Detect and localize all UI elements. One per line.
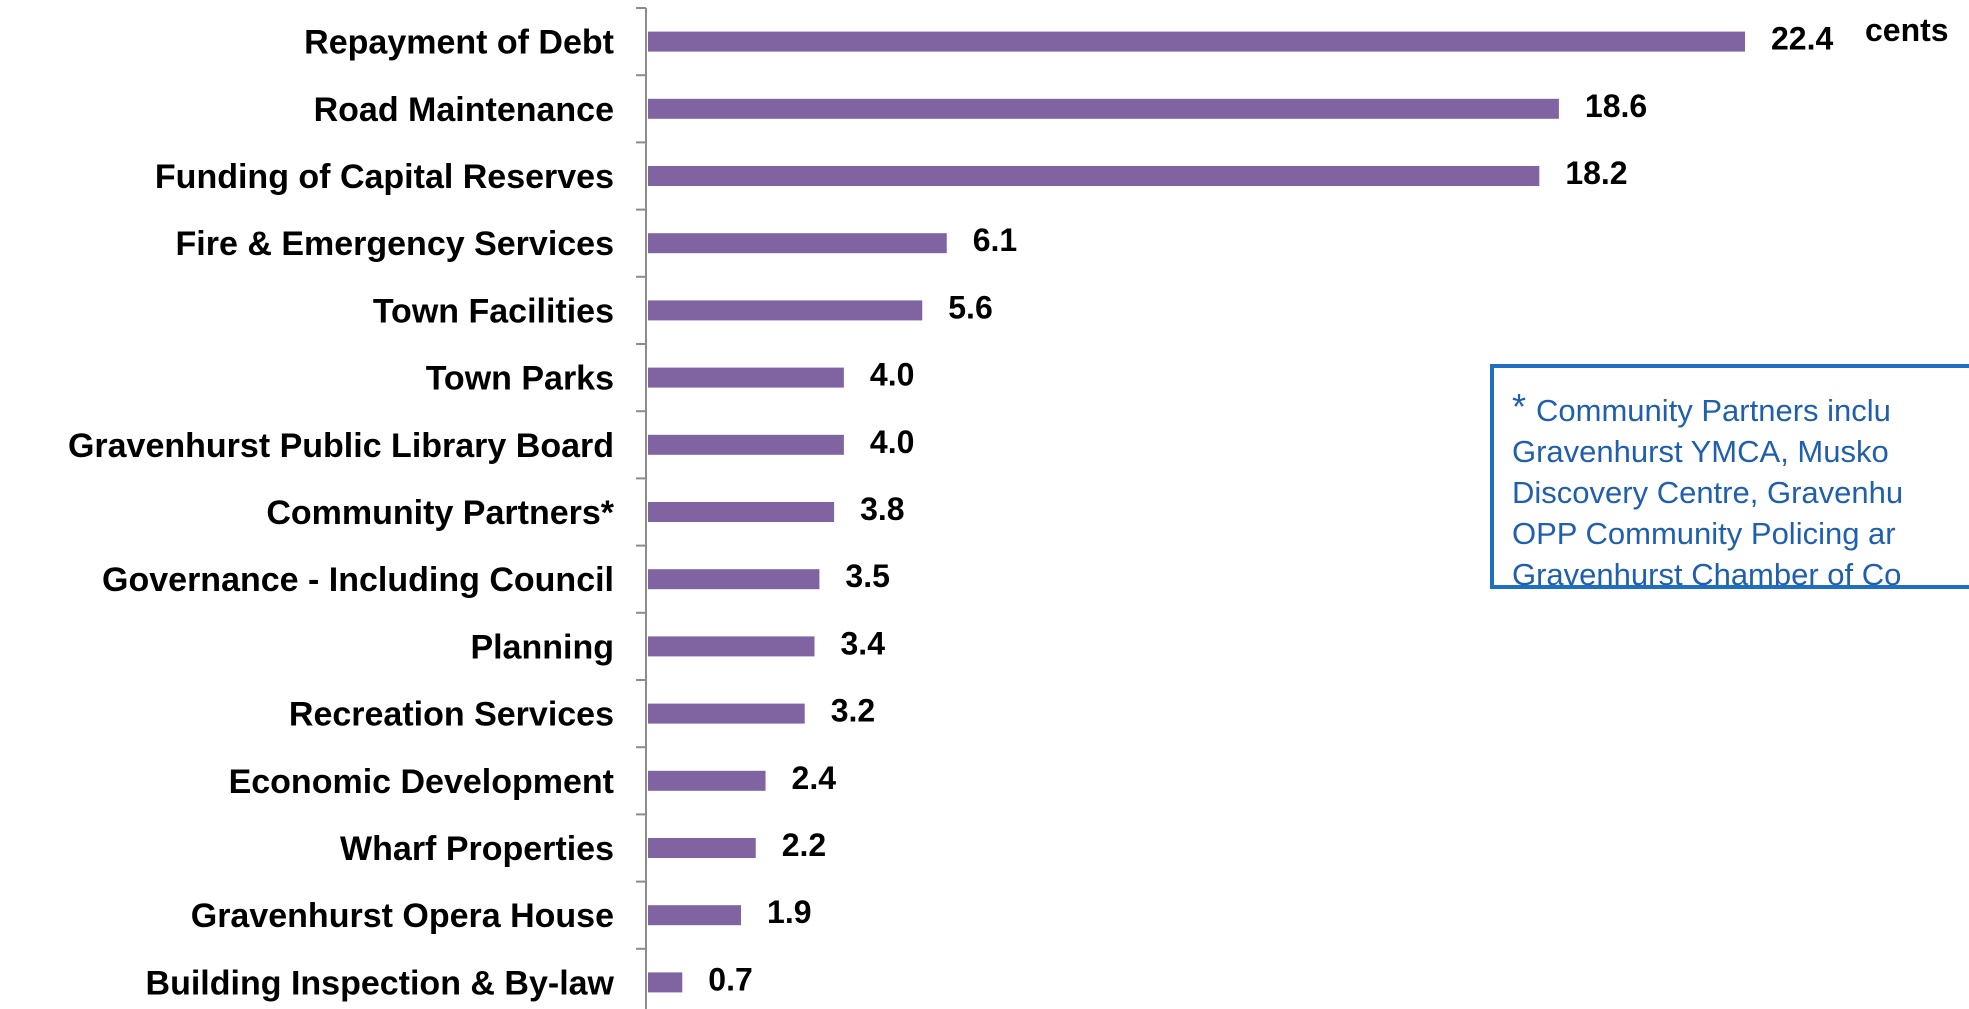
note-line: Gravenhurst YMCA, Musko	[1512, 434, 1889, 469]
category-label: Community Partners*	[266, 494, 614, 532]
value-label: 2.2	[782, 827, 826, 863]
category-label: Building Inspection & By-law	[146, 964, 615, 1002]
value-label: 22.4	[1771, 21, 1833, 57]
note-line: Discovery Centre, Gravenhu	[1512, 475, 1904, 510]
value-label: 6.1	[973, 222, 1017, 258]
value-label: 2.4	[792, 760, 837, 796]
value-label: 4.0	[870, 357, 914, 393]
bar	[648, 300, 923, 321]
value-label: 18.6	[1585, 88, 1647, 124]
value-label: 5.6	[948, 289, 992, 325]
bar	[648, 98, 1559, 119]
bars-group	[648, 31, 1745, 993]
bar	[648, 31, 1745, 52]
bar	[648, 905, 742, 926]
note-text: Community Partners inclu	[1536, 393, 1891, 428]
unit-label: cents	[1865, 12, 1949, 48]
note-asterisk: *	[1512, 386, 1527, 427]
category-label: Governance - Including Council	[102, 561, 614, 599]
value-label: 18.2	[1565, 155, 1627, 191]
category-label: Economic Development	[229, 763, 614, 801]
value-label: 0.7	[708, 961, 752, 997]
note-line: Gravenhurst Chamber of Co	[1512, 557, 1902, 589]
bar	[648, 569, 820, 590]
bar	[648, 367, 844, 388]
bar	[648, 502, 835, 522]
value-labels: 22.4 18.6 18.2 6.1 5.6 4.0 4.0 3.8 3.5 3.4 3.2 2.4 2…	[708, 21, 1833, 998]
value-label: 3.5	[845, 558, 889, 594]
category-label: Gravenhurst Public Library Board	[68, 427, 614, 465]
category-label: Town Parks	[426, 360, 614, 398]
value-label: 3.4	[841, 625, 886, 661]
note-line: OPP Community Policing ar	[1512, 516, 1896, 551]
community-partners-note: * Community Partners inclu Gravenhurst YM…	[1490, 364, 1969, 589]
axis-ticks	[636, 7, 646, 950]
value-label: 4.0	[870, 424, 914, 460]
bar	[648, 434, 844, 455]
bar	[648, 770, 766, 791]
category-label: Funding of Capital Reserves	[155, 158, 614, 196]
bar	[648, 972, 683, 993]
bar	[648, 636, 815, 657]
category-label: Recreation Services	[289, 696, 614, 734]
bar	[648, 703, 805, 724]
note-line: * Community Partners inclu	[1512, 386, 1969, 431]
category-label: Wharf Properties	[340, 830, 614, 868]
value-label: 3.2	[831, 693, 875, 729]
category-label: Repayment of Debt	[304, 24, 614, 62]
bar	[648, 233, 947, 254]
value-label: 1.9	[767, 894, 811, 930]
category-labels: Repayment of Debt Road Maintenance Funding…	[68, 24, 615, 1003]
bar	[648, 838, 756, 858]
bar	[648, 166, 1540, 186]
category-label: Planning	[470, 628, 614, 666]
value-label: 3.8	[860, 491, 904, 527]
category-label: Road Maintenance	[314, 91, 614, 129]
category-label: Fire & Emergency Services	[176, 225, 614, 263]
category-label: Town Facilities	[373, 292, 614, 330]
category-label: Gravenhurst Opera House	[191, 897, 614, 935]
